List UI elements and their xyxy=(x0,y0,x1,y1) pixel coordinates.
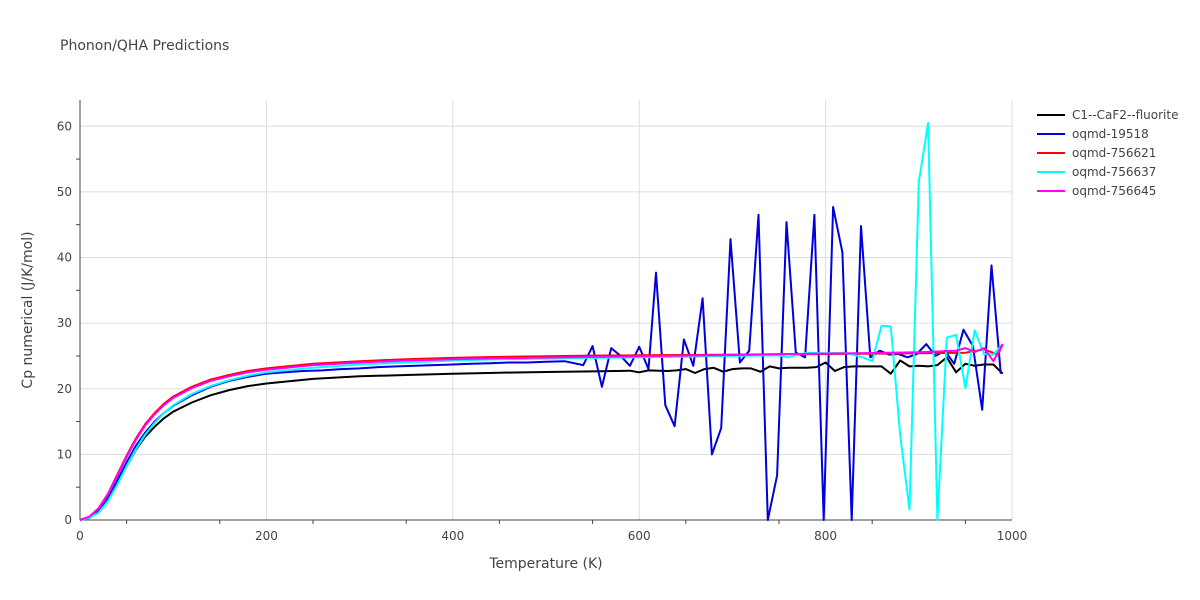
series-line-oqmd-19518 xyxy=(79,206,1002,521)
series-line-C1--CaF2--fluorite xyxy=(79,356,1004,521)
y-tick-label: 10 xyxy=(57,447,72,461)
legend-item[interactable]: oqmd-756621 xyxy=(1037,146,1156,160)
y-tick-label: 0 xyxy=(64,513,72,527)
legend-item[interactable]: C1--CaF2--fluorite xyxy=(1037,108,1178,122)
series-line-oqmd-756637 xyxy=(79,122,1004,521)
series-layer xyxy=(79,122,1004,521)
y-tick-label: 40 xyxy=(57,251,72,265)
y-tick-label: 20 xyxy=(57,382,72,396)
legend-label: oqmd-756645 xyxy=(1072,184,1156,198)
y-tick-label: 50 xyxy=(57,185,72,199)
x-tick-label: 400 xyxy=(441,529,464,543)
legend-item[interactable]: oqmd-756645 xyxy=(1037,184,1156,198)
legend-label: oqmd-756637 xyxy=(1072,165,1156,179)
legend[interactable]: C1--CaF2--fluorite oqmd-19518 oqmd-756621 o… xyxy=(1037,108,1178,198)
grid-lines xyxy=(80,100,1013,520)
chart-title: Phonon/QHA Predictions xyxy=(60,38,229,54)
y-tick-label: 60 xyxy=(57,119,72,133)
y-tick-label: 30 xyxy=(57,316,72,330)
legend-item[interactable]: oqmd-19518 xyxy=(1037,127,1149,141)
x-axis-label: Temperature (K) xyxy=(488,556,602,572)
legend-label: C1--CaF2--fluorite xyxy=(1072,108,1178,122)
axes: 0 200 400 600 800 1000 0 10 20 30 40 50 60 xyxy=(57,100,1028,543)
legend-item[interactable]: oqmd-756637 xyxy=(1037,165,1156,179)
x-tick-label: 200 xyxy=(255,529,278,543)
x-tick-label: 600 xyxy=(628,529,651,543)
series-line-oqmd-756645 xyxy=(79,343,1004,521)
series-line-oqmd-756621 xyxy=(79,343,1004,521)
x-tick-label: 1000 xyxy=(997,529,1028,543)
x-tick-label: 800 xyxy=(814,529,837,543)
legend-label: oqmd-756621 xyxy=(1072,146,1156,160)
y-axis-label: Cp numerical (J/K/mol) xyxy=(20,231,36,388)
legend-label: oqmd-19518 xyxy=(1072,127,1149,141)
x-tick-label: 0 xyxy=(76,529,84,543)
